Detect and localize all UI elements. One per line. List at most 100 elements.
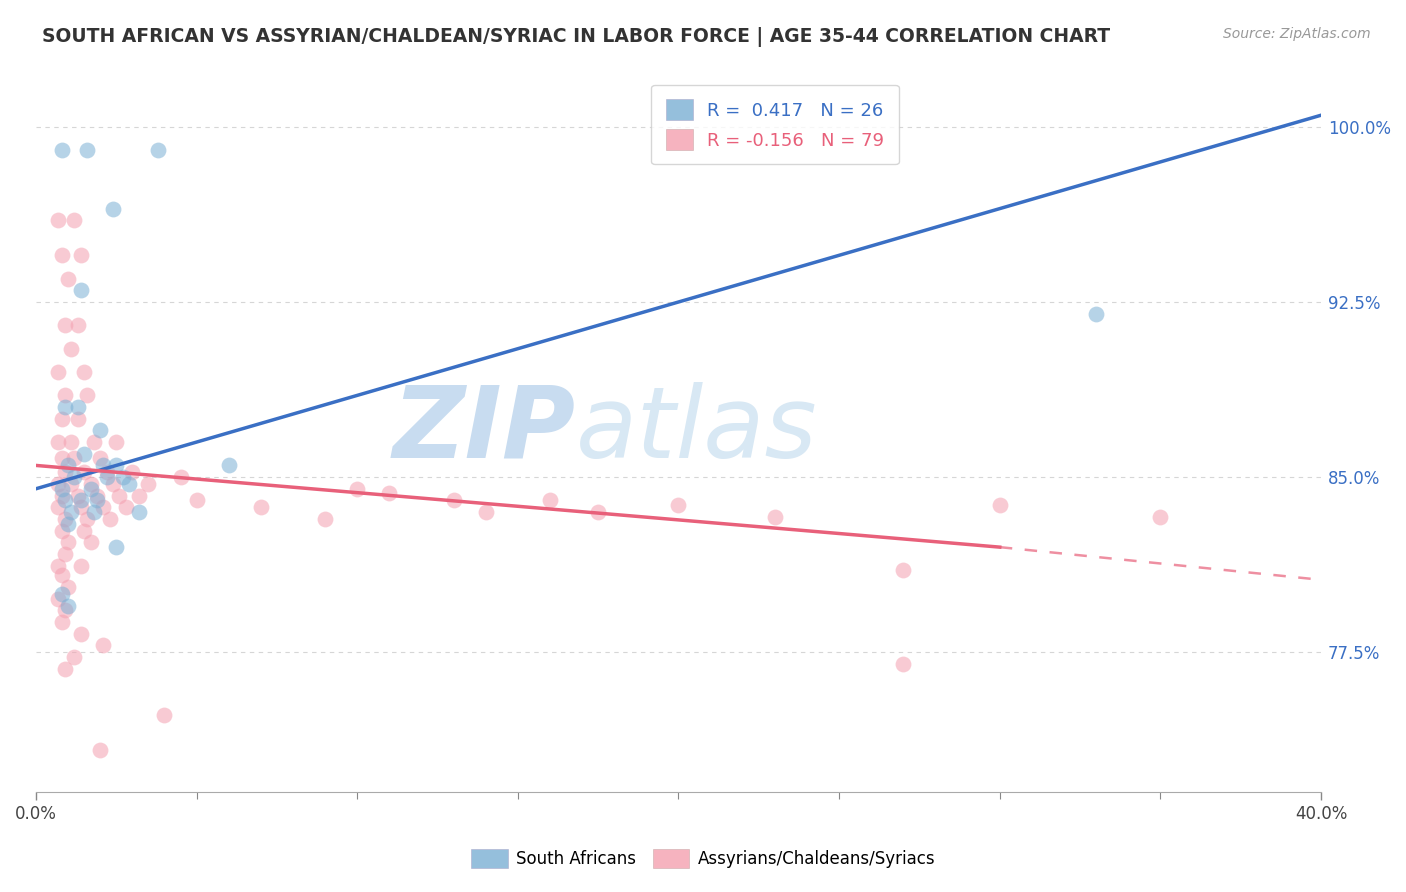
Point (93, 500, 115, 515)
Point (56, 271, 79, 285)
Point (70, 500, 93, 515)
Point (56, 458, 79, 473)
Point (48, 435, 70, 450)
Point (538, 493, 561, 508)
Text: ZIP: ZIP (392, 382, 575, 479)
Point (96, 470, 118, 484)
Point (146, 143, 169, 157)
Point (60, 505, 83, 519)
Point (218, 458, 240, 473)
Point (53, 318, 76, 333)
Point (56, 580, 79, 594)
Point (76, 388, 98, 402)
Point (53, 547, 76, 561)
Point (51, 489, 73, 503)
Point (105, 540, 128, 554)
Point (115, 500, 138, 515)
Text: SOUTH AFRICAN VS ASSYRIAN/CHALDEAN/SYRIAC IN LABOR FORCE | AGE 35-44 CORRELATION: SOUTH AFRICAN VS ASSYRIAN/CHALDEAN/SYRIA… (42, 27, 1111, 46)
Point (169, 470, 191, 484)
Point (96, 466, 118, 480)
Point (378, 486, 401, 500)
Point (56, 599, 79, 613)
Point (346, 482, 368, 496)
Point (70, 248, 93, 262)
Point (186, 493, 208, 508)
Point (60, 435, 83, 450)
Point (128, 489, 150, 503)
Point (51, 451, 73, 466)
Point (66, 411, 89, 425)
Point (48, 477, 70, 491)
Point (66, 400, 89, 414)
Point (53, 493, 76, 508)
Point (443, 493, 465, 508)
Text: atlas: atlas (575, 382, 817, 479)
Point (98, 512, 121, 526)
Point (79, 477, 101, 491)
Point (70, 626, 93, 640)
Point (66, 489, 89, 503)
Legend: R =  0.417   N = 26, R = -0.156   N = 79: R = 0.417 N = 26, R = -0.156 N = 79 (651, 85, 898, 164)
Point (56, 535, 79, 549)
Point (51, 411, 73, 425)
Point (63, 213, 86, 227)
Point (89, 743, 111, 757)
Point (63, 649, 86, 664)
Point (76, 512, 98, 526)
Point (1085, 307, 1108, 321)
Point (48, 213, 70, 227)
Point (70, 558, 93, 573)
Point (51, 482, 73, 496)
Point (893, 657, 915, 671)
Point (70, 283, 93, 297)
Point (60, 477, 83, 491)
Point (53, 512, 76, 526)
Point (83, 435, 105, 450)
Point (668, 498, 690, 512)
Point (53, 400, 76, 414)
Point (48, 365, 70, 379)
Point (105, 435, 128, 450)
Point (51, 143, 73, 157)
Point (73, 524, 96, 538)
Point (893, 564, 915, 578)
Point (48, 558, 70, 573)
Point (51, 615, 73, 629)
Point (153, 708, 176, 723)
Point (70, 493, 93, 508)
Point (121, 466, 143, 480)
Point (108, 489, 131, 503)
Point (138, 477, 160, 491)
Point (51, 587, 73, 601)
Point (63, 470, 86, 484)
Point (73, 447, 96, 461)
Point (128, 505, 150, 519)
Point (93, 458, 115, 473)
Point (48, 500, 70, 515)
Point (988, 498, 1011, 512)
Point (51, 524, 73, 538)
Point (48, 591, 70, 606)
Point (93, 638, 115, 652)
Point (66, 318, 89, 333)
Point (53, 466, 76, 480)
Point (89, 451, 111, 466)
Legend: South Africans, Assyrians/Chaldeans/Syriacs: South Africans, Assyrians/Chaldeans/Syri… (464, 843, 942, 875)
Point (60, 342, 83, 356)
Point (101, 202, 124, 216)
Point (73, 365, 96, 379)
Point (73, 466, 96, 480)
Point (53, 661, 76, 675)
Point (763, 509, 786, 524)
Point (314, 512, 336, 526)
Point (111, 470, 134, 484)
Point (51, 248, 73, 262)
Point (51, 568, 73, 582)
Point (101, 477, 124, 491)
Point (118, 477, 141, 491)
Point (86, 489, 108, 503)
Point (89, 424, 111, 438)
Point (250, 500, 273, 515)
Point (86, 493, 108, 508)
Point (1149, 509, 1171, 524)
